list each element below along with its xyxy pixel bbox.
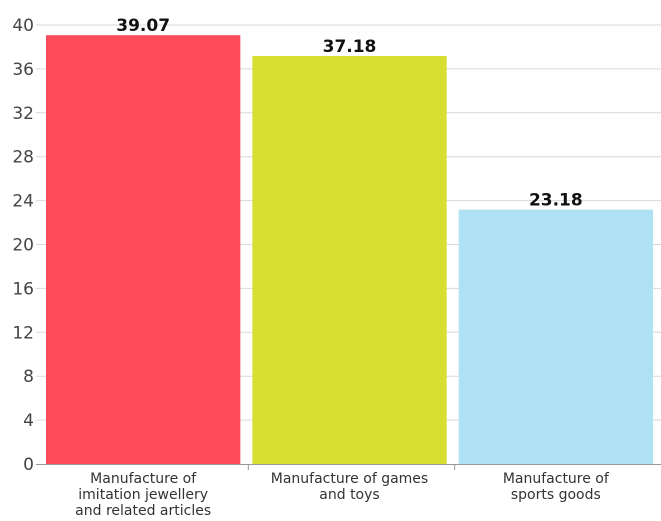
x-category-label-line: imitation jewellery bbox=[78, 487, 208, 503]
y-tick-label: 28 bbox=[12, 148, 34, 168]
x-category-label-line: and related articles bbox=[75, 503, 211, 519]
bar-value-label: 23.18 bbox=[529, 191, 583, 211]
x-category-label-line: Manufacture of games bbox=[271, 471, 428, 487]
x-category-label-line: Manufacture of bbox=[503, 471, 610, 487]
y-tick-label: 0 bbox=[23, 455, 34, 475]
y-tick-label: 12 bbox=[12, 323, 34, 343]
x-category-label-line: Manufacture of bbox=[90, 471, 197, 487]
y-tick-label: 32 bbox=[12, 104, 34, 124]
x-category-label-line: sports goods bbox=[511, 487, 601, 503]
x-category-label: Manufacture of imitation jewellery and rel… bbox=[75, 471, 211, 519]
bar-value-label: 37.18 bbox=[323, 37, 377, 57]
x-category-label: Manufacture of games and toys bbox=[271, 471, 428, 503]
bars bbox=[46, 35, 653, 465]
y-tick-label: 24 bbox=[12, 192, 34, 212]
x-category-label: Manufacture of sports goods bbox=[503, 471, 610, 503]
x-axis-labels: Manufacture of imitation jewellery and rel… bbox=[75, 464, 610, 519]
y-axis-ticks: 0 4 8 12 16 20 24 28 32 36 40 bbox=[12, 16, 34, 475]
y-tick-label: 40 bbox=[12, 16, 34, 36]
value-labels: 39.07 37.18 23.18 bbox=[116, 16, 582, 210]
bar bbox=[252, 55, 447, 465]
bar bbox=[46, 35, 241, 464]
bar-value-label: 39.07 bbox=[116, 16, 170, 36]
y-tick-label: 36 bbox=[12, 60, 34, 80]
y-tick-label: 20 bbox=[12, 236, 34, 256]
x-category-label-line: and toys bbox=[319, 487, 379, 503]
y-tick-label: 4 bbox=[23, 411, 34, 431]
bar bbox=[458, 209, 653, 464]
y-tick-label: 16 bbox=[12, 279, 34, 299]
y-tick-label: 8 bbox=[23, 367, 34, 387]
